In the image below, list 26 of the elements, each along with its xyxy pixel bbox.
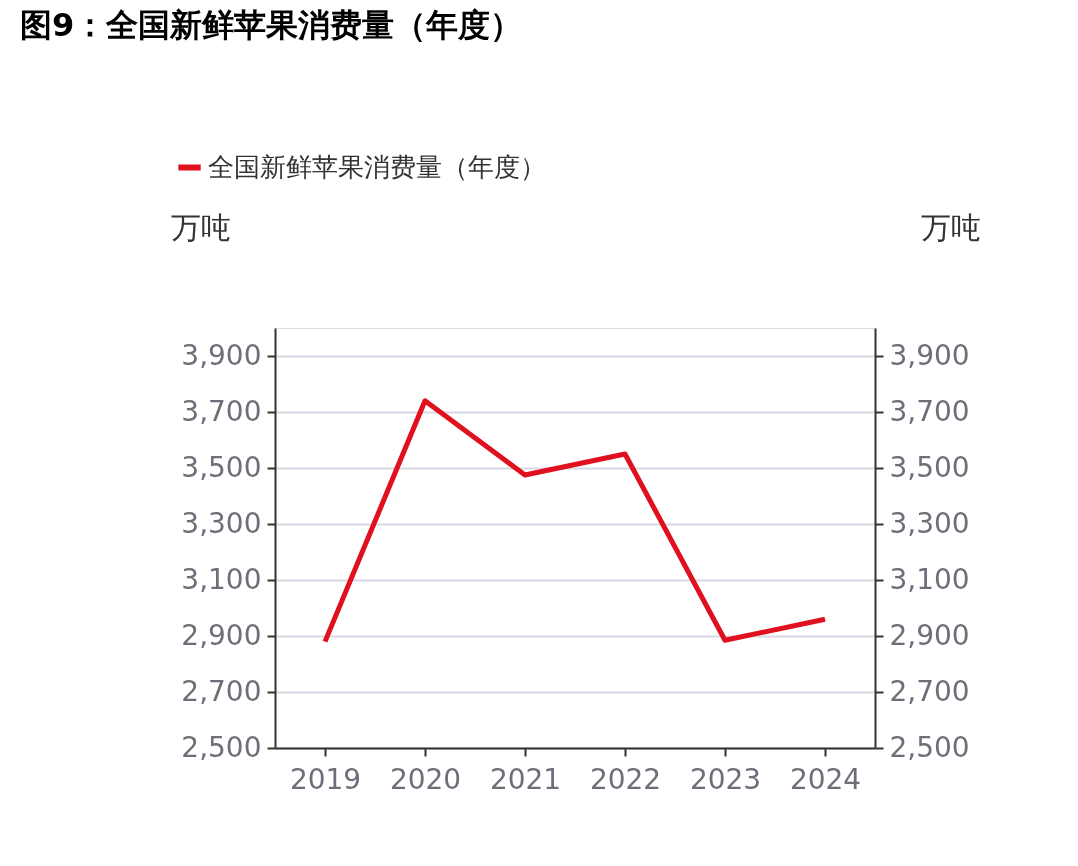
x-tick-label: 2024 [789,762,862,796]
y-tick-label: 3,500 [181,450,262,484]
y-tick-label: 2,900 [181,618,262,652]
y2-tick-label: 2,900 [889,618,970,652]
y2-tick-label: 3,700 [889,394,970,428]
x-tick-label: 2023 [689,762,762,796]
y2-tick-label: 3,500 [889,450,970,484]
x-tick-label: 2019 [289,762,362,796]
y-tick-label: 3,900 [181,338,262,372]
y2-axis-title: 万吨 [920,209,981,245]
y-tick-label: 2,500 [181,730,262,764]
x-tick-label: 2022 [589,762,662,796]
y-axis-title: 万吨 [170,209,231,245]
chart-title: 图9：全国新鲜苹果消费量（年度） [20,6,523,44]
x-tick-label: 2021 [489,762,562,796]
y2-tick-label: 3,100 [889,562,970,596]
y-tick-label: 3,700 [181,394,262,428]
y2-tick-label: 2,500 [889,730,970,764]
y-tick-label: 2,700 [181,674,262,708]
x-tick-label: 2020 [389,762,462,796]
legend-label: 全国新鲜苹果消费量（年度） [208,151,546,182]
y2-tick-label: 2,700 [889,674,970,708]
y2-tick-label: 3,300 [889,506,970,540]
y-tick-label: 3,300 [181,506,262,540]
y2-tick-label: 3,900 [889,338,970,372]
y-tick-label: 3,100 [181,562,262,596]
